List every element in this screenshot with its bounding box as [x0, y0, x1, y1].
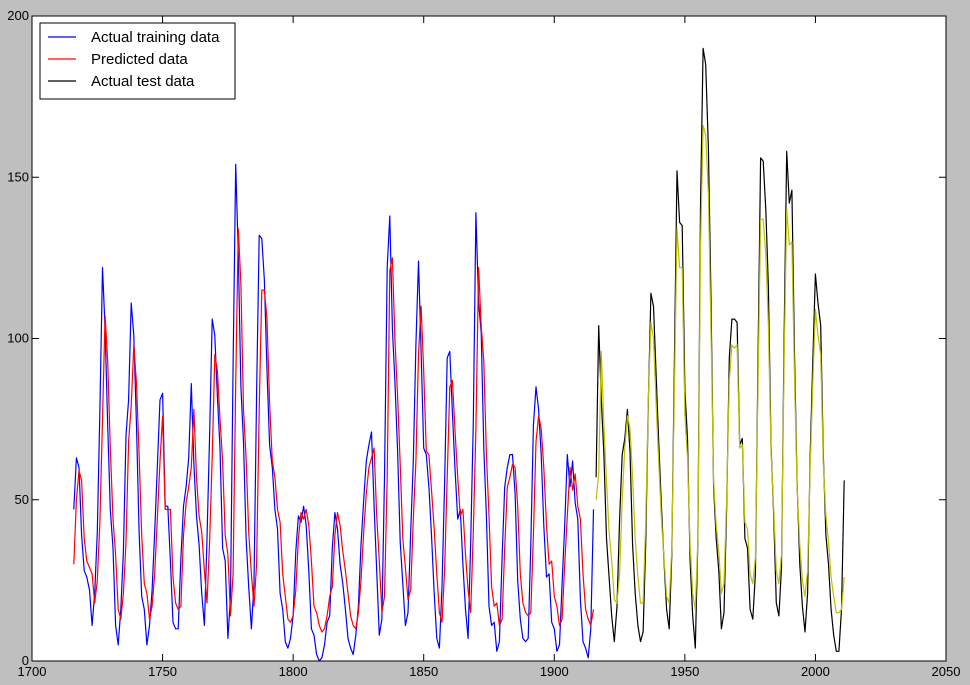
series-layer: [73, 47, 845, 662]
x-tick-label: 2000: [801, 664, 830, 679]
legend-box: [39, 22, 236, 100]
plot-area: [32, 16, 946, 661]
series-line-1: [73, 228, 595, 633]
x-tick-label: 1800: [279, 664, 308, 679]
y-tick-label: 0: [22, 653, 29, 668]
series-line-3: [595, 124, 845, 614]
y-tick-label: 100: [7, 331, 29, 346]
legend: Actual training data Predicted data Actual…: [39, 22, 236, 100]
x-tick-label: 1700: [18, 664, 47, 679]
x-tick-label: 1850: [409, 664, 438, 679]
legend-label: Actual training data: [91, 29, 220, 46]
series-line-2: [595, 47, 845, 652]
y-tick-label: 50: [15, 492, 29, 507]
tick-layer: 1700 1750 1800 1850 1900 1950 2000 2050 0 50 100 15…: [7, 8, 960, 679]
legend-label: Actual test data: [91, 73, 195, 90]
series-line-0: [73, 163, 595, 662]
y-tick-label: 150: [7, 169, 29, 184]
y-tick-label: 200: [7, 8, 29, 23]
legend-label: Predicted data: [91, 51, 188, 68]
x-tick-label: 1950: [670, 664, 699, 679]
x-tick-label: 1900: [540, 664, 569, 679]
x-tick-label: 2050: [932, 664, 961, 679]
x-tick-label: 1750: [148, 664, 177, 679]
